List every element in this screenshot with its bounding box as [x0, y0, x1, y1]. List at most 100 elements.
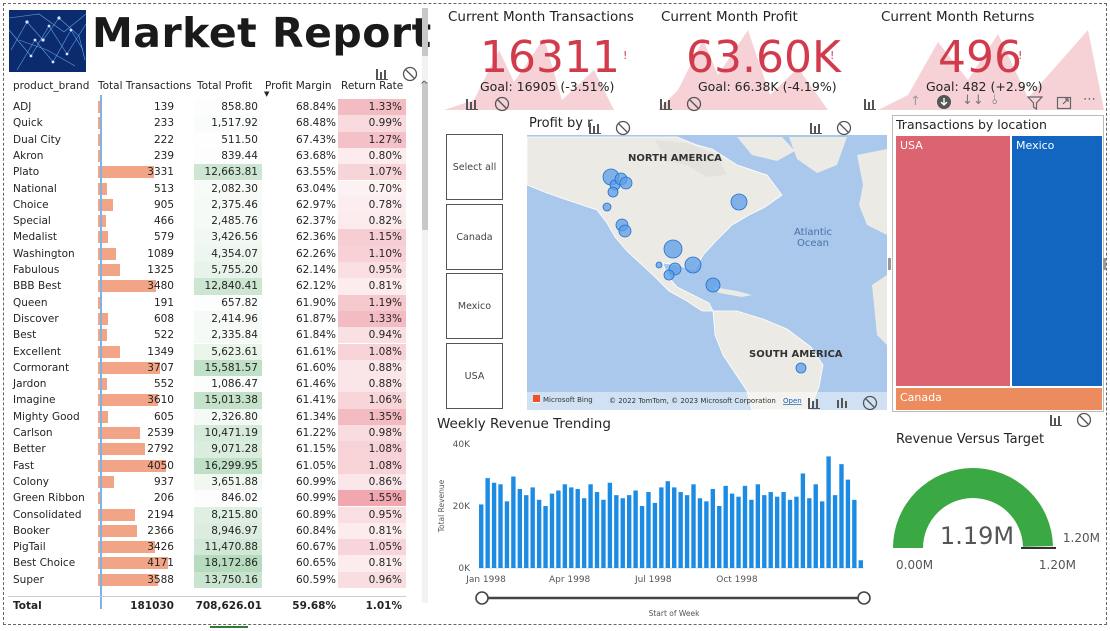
- map-prohibited-icon-2[interactable]: [836, 120, 852, 140]
- table-row[interactable]: Plato 3331 12,663.81 63.55% 1.07%: [8, 164, 406, 181]
- col-header-profit[interactable]: Total Profit: [197, 80, 253, 92]
- weekly-bar[interactable]: [633, 490, 638, 569]
- col-header-returns[interactable]: Return Rate: [341, 80, 404, 92]
- table-row[interactable]: Super 3588 13,750.16 60.59% 0.96%: [8, 571, 406, 588]
- drill-up-icon[interactable]: ↑: [910, 94, 921, 109]
- weekly-bar[interactable]: [479, 504, 484, 568]
- weekly-bar[interactable]: [549, 493, 555, 568]
- weekly-bar[interactable]: [665, 481, 670, 568]
- weekly-bar[interactable]: [652, 502, 658, 568]
- weekly-bar[interactable]: [736, 496, 741, 568]
- transactions-treemap[interactable]: Transactions by location USA Mexico Cana…: [892, 115, 1104, 412]
- table-row[interactable]: Queen 191 657.82 61.90% 1.19%: [8, 294, 406, 311]
- kpi-visual-icon[interactable]: [862, 96, 878, 116]
- weekly-bar[interactable]: [768, 492, 773, 568]
- map-visual-icon[interactable]: [587, 120, 603, 140]
- sort-desc-icon[interactable]: ▼: [264, 90, 270, 98]
- weekly-bar[interactable]: [781, 492, 786, 568]
- slicer-item-usa[interactable]: USA: [446, 343, 503, 409]
- kpi-prohibited-icon[interactable]: [686, 96, 702, 116]
- weekly-bar[interactable]: [684, 495, 690, 568]
- table-row[interactable]: Special 466 2,485.76 62.37% 0.82%: [8, 213, 406, 230]
- table-row[interactable]: Akron 239 839.44 63.68% 0.80%: [8, 147, 406, 165]
- weekly-bar[interactable]: [723, 485, 728, 568]
- column-resize-handle[interactable]: [100, 95, 102, 609]
- weekly-bar[interactable]: [794, 496, 799, 568]
- kpi-visual-icon[interactable]: [464, 96, 480, 116]
- slicer-item-mexico[interactable]: Mexico: [446, 273, 503, 339]
- map-prohibited-icon[interactable]: [615, 120, 631, 140]
- col-header-margin[interactable]: Profit Margin: [265, 80, 332, 92]
- weekly-bar[interactable]: [845, 479, 851, 568]
- weekly-bar[interactable]: [646, 492, 651, 568]
- weekly-bar[interactable]: [717, 506, 722, 568]
- col-header-transactions[interactable]: Total Transactions: [98, 80, 192, 92]
- weekly-bar[interactable]: [536, 499, 542, 568]
- treemap-prohibited-icon[interactable]: [1076, 412, 1092, 432]
- map-footer-prohibited-icon[interactable]: [862, 395, 878, 415]
- weekly-bar[interactable]: [710, 488, 716, 568]
- weekly-bar[interactable]: [485, 478, 490, 568]
- table-row[interactable]: Jardon 552 1,086.47 61.46% 0.88%: [8, 376, 406, 393]
- weekly-bar[interactable]: [742, 485, 748, 568]
- weekly-bar[interactable]: [755, 484, 761, 568]
- weekly-bar[interactable]: [517, 488, 523, 568]
- weekly-bar[interactable]: [556, 490, 561, 569]
- table-row[interactable]: Mighty Good 605 2,326.80 61.34% 1.35%: [8, 408, 406, 425]
- weekly-bar[interactable]: [813, 484, 818, 568]
- kpi-prohibited-icon[interactable]: [494, 96, 510, 116]
- kpi-card[interactable]: Current Month Returns 496! Goal: 482 (+2.9…: [878, 6, 1104, 110]
- scroll-up-icon[interactable]: ^: [420, 80, 429, 91]
- revenue-gauge[interactable]: 1.19M 0.00M 1.20M 1.20M: [886, 448, 1104, 580]
- focus-mode-icon[interactable]: [1056, 95, 1072, 114]
- table-row[interactable]: Best Choice 4171 18,172.86 60.65% 0.81%: [8, 555, 406, 572]
- weekly-bar[interactable]: [852, 499, 857, 568]
- weekly-bar[interactable]: [614, 495, 619, 568]
- gauge-fill[interactable]: [893, 467, 1053, 548]
- weekly-bar[interactable]: [774, 496, 780, 568]
- weekly-bar[interactable]: [498, 484, 503, 568]
- visual-header-icon[interactable]: [374, 66, 390, 86]
- page-tab-indicator[interactable]: [210, 626, 248, 631]
- weekly-bar[interactable]: [562, 484, 568, 568]
- table-row[interactable]: Excellent 1349 5,623.61 61.61% 1.08%: [8, 343, 406, 360]
- table-row[interactable]: Medalist 579 3,426.56 62.36% 1.15%: [8, 229, 406, 246]
- weekly-bar[interactable]: [491, 482, 497, 568]
- table-row[interactable]: PigTail 3426 11,470.88 60.67% 1.05%: [8, 539, 406, 556]
- profit-map[interactable]: NORTH AMERICA SOUTH AMERICA Atlantic Oce…: [526, 115, 887, 411]
- table-row[interactable]: Fabulous 1325 5,755.20 62.14% 0.95%: [8, 262, 406, 279]
- weekly-bar[interactable]: [826, 456, 831, 568]
- weekly-bar[interactable]: [543, 506, 548, 568]
- table-row[interactable]: Colony 937 3,651.88 60.99% 0.86%: [8, 473, 406, 491]
- weekly-bar[interactable]: [659, 487, 664, 568]
- weekly-bar[interactable]: [594, 492, 600, 568]
- weekly-bar[interactable]: [819, 501, 825, 568]
- weekly-bar[interactable]: [762, 495, 767, 568]
- weekly-bar[interactable]: [839, 464, 844, 568]
- weekly-bar[interactable]: [626, 495, 632, 568]
- table-row[interactable]: BBB Best 3480 12,840.41 62.12% 0.81%: [8, 278, 406, 295]
- weekly-bar[interactable]: [858, 560, 863, 568]
- table-row[interactable]: ADJ 139 858.80 68.84% 1.33%: [8, 99, 406, 116]
- map-footer-chart-icon[interactable]: [835, 395, 851, 415]
- weekly-bar[interactable]: [678, 492, 683, 568]
- weekly-bar[interactable]: [729, 493, 735, 568]
- weekly-bar[interactable]: [800, 473, 806, 568]
- weekly-bar[interactable]: [704, 501, 709, 568]
- table-row[interactable]: Discover 608 2,414.96 61.87% 1.33%: [8, 310, 406, 328]
- map-visual-icon-2[interactable]: [808, 120, 824, 140]
- table-row[interactable]: National 513 2,082.30 63.04% 0.70%: [8, 180, 406, 197]
- filter-icon[interactable]: [1026, 95, 1044, 114]
- table-scrollbar-thumb[interactable]: [422, 82, 428, 230]
- weekly-bar[interactable]: [511, 476, 516, 568]
- table-row[interactable]: Washington 1089 4,354.07 62.26% 1.10%: [8, 245, 406, 262]
- kpi-visual-icon[interactable]: [658, 96, 674, 116]
- weekly-bar[interactable]: [575, 488, 580, 568]
- map-footer-visual-icon[interactable]: [806, 395, 822, 415]
- table-row[interactable]: Choice 905 2,375.46 62.97% 0.78%: [8, 196, 406, 214]
- treemap-visual-icon[interactable]: [1048, 412, 1064, 432]
- weekly-bar[interactable]: [601, 499, 606, 568]
- table-row[interactable]: Fast 4050 16,299.95 61.05% 1.08%: [8, 457, 406, 474]
- weekly-bar[interactable]: [639, 506, 645, 568]
- table-row[interactable]: Best 522 2,335.84 61.84% 0.94%: [8, 327, 406, 344]
